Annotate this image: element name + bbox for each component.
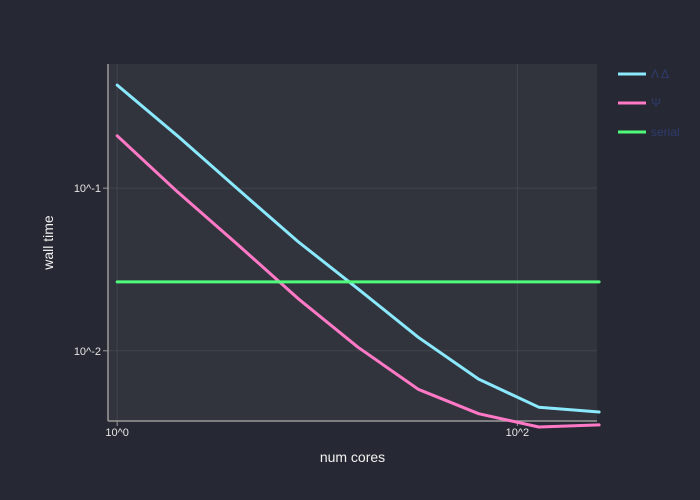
legend-label: serial: [651, 125, 680, 139]
x-tick-label: 10^0: [105, 427, 129, 439]
x-axis-title: num cores: [320, 449, 385, 465]
y-tick-label: 10^-2: [74, 346, 101, 358]
plot-area: [108, 64, 597, 421]
grid: [108, 64, 597, 421]
legend-label: Λ Δ: [651, 67, 669, 81]
y-axis-title: wall time: [40, 215, 56, 271]
y-tick-label: 10^-1: [74, 183, 101, 195]
series-lines: [115, 83, 601, 429]
legend-label: Ψ: [651, 96, 661, 110]
ticks: 10^0 10^2 10^-1 10^-2: [74, 183, 529, 439]
series-line-1: [115, 83, 601, 414]
series-line-2: [115, 134, 601, 429]
x-tick-label: 10^2: [506, 427, 530, 439]
